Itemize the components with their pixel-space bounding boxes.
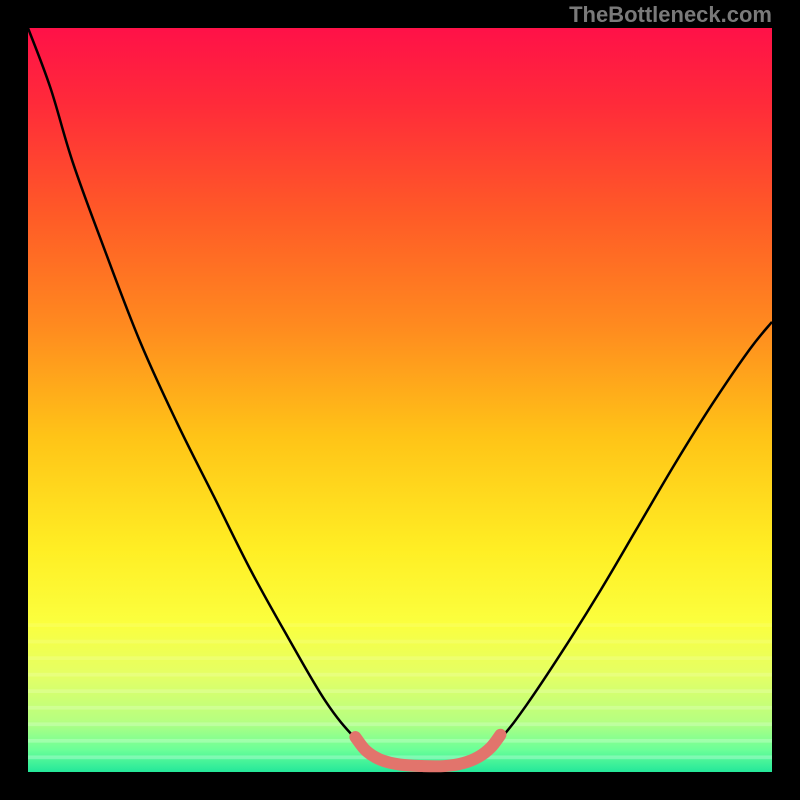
chart-svg	[0, 0, 800, 800]
watermark-text: TheBottleneck.com	[569, 2, 772, 28]
chart-container: TheBottleneck.com	[0, 0, 800, 800]
plot-background	[28, 28, 772, 772]
